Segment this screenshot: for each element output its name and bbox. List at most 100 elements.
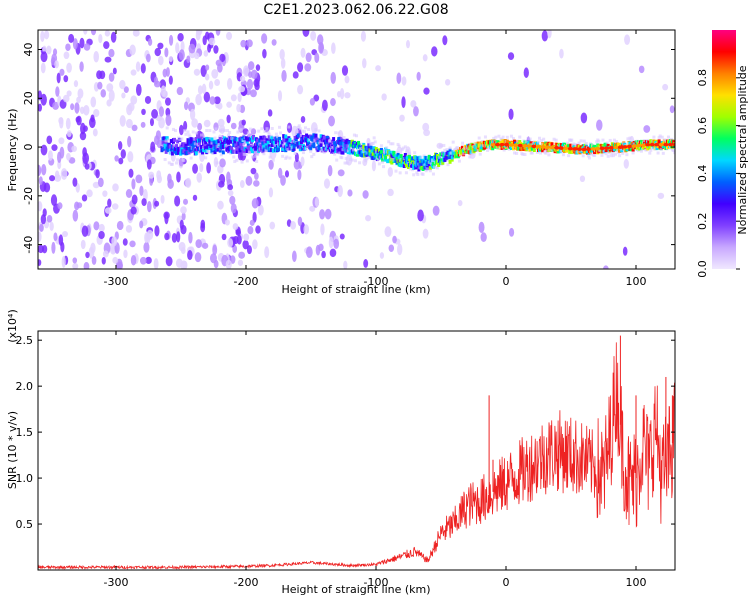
spectrogram-cell [581, 154, 585, 158]
spectrogram-cell [281, 140, 285, 145]
spectrogram-cell [593, 153, 597, 157]
spectrogram-cell [603, 265, 609, 269]
spectrogram-cell [245, 148, 249, 153]
spectrogram-cell [312, 152, 316, 156]
spectrogram-cell [169, 139, 173, 144]
spectrogram-cell [38, 259, 42, 266]
spectrogram-cell [193, 68, 201, 76]
spectrogram-cell [158, 55, 164, 66]
spectrogram-peak [640, 143, 646, 147]
spectrogram-cell [211, 149, 215, 154]
spectrogram-cell [342, 136, 346, 140]
spectrogram-cell [144, 95, 152, 104]
spectrogram-cell [673, 151, 675, 155]
spectrogram-cell [102, 250, 109, 258]
spectrogram-cell [280, 175, 286, 186]
spectrogram-cell [303, 224, 310, 235]
spectrogram-cell [163, 143, 167, 148]
spectrogram-cell [227, 140, 231, 145]
spectrogram-cell [648, 145, 652, 150]
spectrogram-cell [328, 236, 334, 249]
spectrogram-cell [328, 115, 335, 127]
spectrogram-cell [556, 149, 560, 154]
spectrogram-cell [283, 138, 287, 143]
spectrogram-cell [412, 173, 416, 177]
spectrogram-cell [606, 154, 610, 158]
spectrogram-cell [164, 212, 169, 225]
spectrogram-cell [200, 219, 206, 229]
spectrogram-cell [404, 171, 408, 175]
spectrogram-cell [628, 141, 632, 146]
spectrogram-cell [79, 37, 85, 49]
spectrogram-cell [285, 143, 289, 148]
spectrogram-cell [538, 136, 542, 140]
spectrogram-cell [252, 135, 256, 140]
spectrogram-cell [281, 146, 285, 151]
spectrogram-cell [360, 30, 367, 42]
spectrogram-cell [621, 151, 625, 155]
spectrogram-peak [495, 142, 501, 147]
spectrogram-cell [653, 147, 657, 151]
spectrogram-cell [197, 85, 203, 95]
spectrogram-cell [344, 92, 351, 99]
spectrogram-cell [614, 140, 618, 144]
spectrogram-cell [371, 160, 376, 172]
spectrogram-cell [165, 97, 171, 106]
spectrogram-cell [442, 143, 446, 147]
spectrogram-cell [189, 156, 193, 160]
spectrogram-cell [340, 156, 344, 160]
spectrogram-cell [580, 112, 588, 124]
spectrogram-cell [232, 149, 236, 154]
spectrogram-cell [58, 234, 64, 246]
spectrogram-cell [108, 48, 115, 58]
spectrogram-cell [377, 162, 381, 166]
spectrogram-cell [218, 148, 222, 153]
spectrogram-cell [168, 56, 173, 63]
colorbar-gradient [712, 30, 736, 269]
spectrogram-cell [207, 43, 212, 53]
spectrogram-cell [427, 163, 431, 168]
spectrogram-cell [440, 158, 444, 163]
x-tick-label: 0 [503, 275, 510, 288]
spectrogram-cell [262, 144, 266, 149]
spectrogram-marks [38, 30, 675, 269]
spectrogram-cell [93, 50, 100, 63]
spectrogram-cell [291, 125, 299, 138]
spectrogram-cell [72, 257, 78, 264]
spectrogram-cell [616, 149, 620, 153]
spectrogram-cell [413, 151, 417, 155]
spectrogram-cell [250, 69, 258, 79]
spectrogram-cell [524, 140, 528, 144]
spectrogram-cell [85, 251, 90, 259]
spectrogram-cell [221, 144, 225, 149]
spectrogram-cell [279, 131, 283, 135]
spectrogram-cell [500, 138, 504, 142]
spectrogram-cell [591, 143, 595, 147]
spectrogram-cell [234, 143, 238, 148]
spectrogram-cell [572, 142, 576, 146]
spectrogram-cell [194, 252, 202, 263]
spectrogram-cell [226, 31, 233, 41]
spectrogram-cell [236, 103, 242, 113]
spectrogram-cell [445, 78, 451, 86]
snr-marks [38, 335, 675, 570]
spectrogram-cell [483, 135, 487, 139]
spectrogram-cell [411, 156, 415, 161]
spectrogram-cell [120, 149, 126, 159]
spectrogram-cell [83, 43, 91, 51]
spectrogram-cell [404, 163, 408, 168]
spectrogram-cell [248, 144, 252, 149]
spectrogram-cell [494, 135, 498, 139]
spectrogram-cell [184, 143, 188, 148]
spectrogram-cell [406, 164, 410, 169]
spectrogram-cell [547, 30, 552, 39]
spectrogram-cell [72, 177, 78, 187]
spectrogram-cell [345, 138, 349, 143]
spectrogram-cell [657, 192, 665, 200]
spectrogram-cell [186, 130, 190, 134]
spectrogram-cell [205, 128, 209, 132]
spectrogram-y-ticks: -40 -20 0 20 40 [22, 43, 675, 254]
spectrogram-cell [238, 85, 246, 93]
spectrogram-cell [250, 89, 257, 98]
spectrogram-cell [143, 188, 148, 201]
